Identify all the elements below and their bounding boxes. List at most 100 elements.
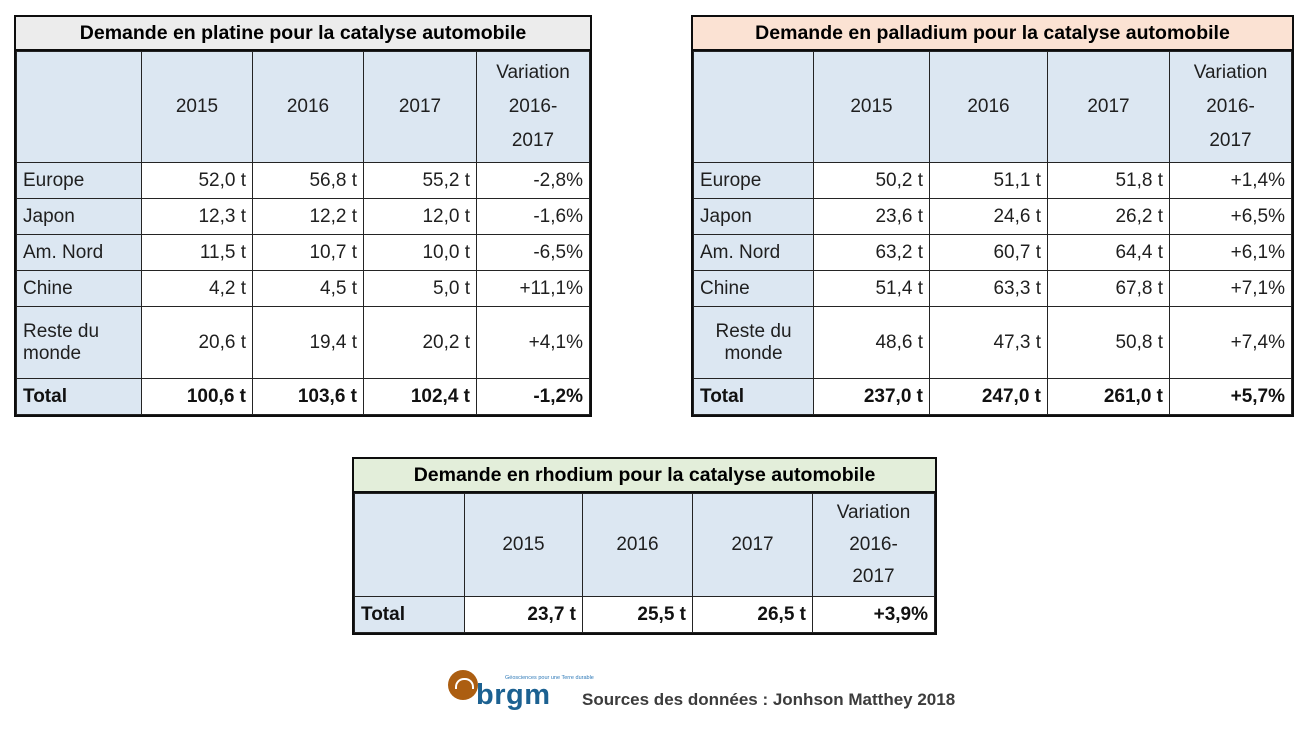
variation-cell: -6,5% — [476, 234, 590, 271]
table-row: Europe 50,2 t 51,1 t 51,8 t +1,4% — [693, 162, 1292, 199]
value-cell: 67,8 t — [1047, 270, 1170, 307]
year-header: 2016 — [252, 51, 364, 163]
value-cell: 50,8 t — [1047, 306, 1170, 379]
table-row: Chine 4,2 t 4,5 t 5,0 t +11,1% — [16, 270, 590, 307]
header-row: 2015 2016 2017 Variation 2016- 2017 — [16, 51, 590, 163]
value-cell: 4,5 t — [252, 270, 364, 307]
value-cell: 4,2 t — [141, 270, 253, 307]
table-row: Japon 12,3 t 12,2 t 12,0 t -1,6% — [16, 198, 590, 235]
variation-cell: +5,7% — [1169, 378, 1292, 415]
value-cell: 60,7 t — [929, 234, 1048, 271]
year-header: 2017 — [1047, 51, 1170, 163]
corner-cell — [16, 51, 142, 163]
brgm-tagline: Géosciences pour une Terre durable — [505, 675, 594, 681]
value-cell: 10,0 t — [363, 234, 477, 271]
table-title-rhodium: Demande en rhodium pour la catalyse auto… — [354, 459, 935, 493]
row-label: Japon — [693, 198, 814, 235]
year-header: 2015 — [464, 493, 583, 597]
table-row: Chine 51,4 t 63,3 t 67,8 t +7,1% — [693, 270, 1292, 307]
total-row: Total 100,6 t 103,6 t 102,4 t -1,2% — [16, 378, 590, 415]
row-label: Total — [693, 378, 814, 415]
value-cell: 103,6 t — [252, 378, 364, 415]
table-row: Am. Nord 11,5 t 10,7 t 10,0 t -6,5% — [16, 234, 590, 271]
value-cell: 100,6 t — [141, 378, 253, 415]
palladium-grid: 2015 2016 2017 Variation 2016- 2017 Euro… — [693, 51, 1292, 415]
table-row: Am. Nord 63,2 t 60,7 t 64,4 t +6,1% — [693, 234, 1292, 271]
row-label: Am. Nord — [16, 234, 142, 271]
variation-cell: +7,4% — [1169, 306, 1292, 379]
total-row: Total 237,0 t 247,0 t 261,0 t +5,7% — [693, 378, 1292, 415]
value-cell: 55,2 t — [363, 162, 477, 199]
table-row: Japon 23,6 t 24,6 t 26,2 t +6,5% — [693, 198, 1292, 235]
row-label: Total — [16, 378, 142, 415]
value-cell: 63,3 t — [929, 270, 1048, 307]
value-cell: 23,6 t — [813, 198, 930, 235]
value-cell: 51,4 t — [813, 270, 930, 307]
row-label: Europe — [16, 162, 142, 199]
variation-cell: -1,2% — [476, 378, 590, 415]
year-header: 2015 — [813, 51, 930, 163]
year-header: 2017 — [692, 493, 813, 597]
value-cell: 20,2 t — [363, 306, 477, 379]
value-cell: 12,2 t — [252, 198, 364, 235]
table-title-platine: Demande en platine pour la catalyse auto… — [16, 17, 590, 51]
table-row: Europe 52,0 t 56,8 t 55,2 t -2,8% — [16, 162, 590, 199]
value-cell: 64,4 t — [1047, 234, 1170, 271]
variation-header: Variation 2016- 2017 — [812, 493, 935, 597]
year-header: 2015 — [141, 51, 253, 163]
value-cell: 20,6 t — [141, 306, 253, 379]
value-cell: 102,4 t — [363, 378, 477, 415]
value-cell: 261,0 t — [1047, 378, 1170, 415]
brgm-circle-icon — [448, 670, 478, 700]
corner-cell — [693, 51, 814, 163]
variation-cell: -1,6% — [476, 198, 590, 235]
year-header: 2017 — [363, 51, 477, 163]
brgm-arc-icon — [455, 678, 474, 689]
row-label: Total — [354, 596, 465, 633]
row-label: Europe — [693, 162, 814, 199]
value-cell: 11,5 t — [141, 234, 253, 271]
value-cell: 5,0 t — [363, 270, 477, 307]
value-cell: 247,0 t — [929, 378, 1048, 415]
variation-header: Variation 2016- 2017 — [476, 51, 590, 163]
value-cell: 56,8 t — [252, 162, 364, 199]
variation-cell: +6,5% — [1169, 198, 1292, 235]
row-label: Chine — [16, 270, 142, 307]
value-cell: 26,2 t — [1047, 198, 1170, 235]
value-cell: 237,0 t — [813, 378, 930, 415]
source-text: Sources des données : Jonhson Matthey 20… — [582, 690, 956, 709]
value-cell: 23,7 t — [464, 596, 583, 633]
value-cell: 10,7 t — [252, 234, 364, 271]
value-cell: 25,5 t — [582, 596, 693, 633]
variation-cell: +3,9% — [812, 596, 935, 633]
value-cell: 52,0 t — [141, 162, 253, 199]
row-label: Japon — [16, 198, 142, 235]
brgm-wordmark: brgm — [476, 679, 551, 711]
value-cell: 12,3 t — [141, 198, 253, 235]
value-cell: 51,1 t — [929, 162, 1048, 199]
variation-cell: +4,1% — [476, 306, 590, 379]
corner-cell — [354, 493, 465, 597]
table-row: Reste du monde 20,6 t 19,4 t 20,2 t +4,1… — [16, 306, 590, 379]
year-header: 2016 — [582, 493, 693, 597]
header-row: 2015 2016 2017 Variation 2016- 2017 — [693, 51, 1292, 163]
row-label: Am. Nord — [693, 234, 814, 271]
rhodium-grid: 2015 2016 2017 Variation 2016- 2017 Tota… — [354, 493, 935, 633]
header-row: 2015 2016 2017 Variation 2016- 2017 — [354, 493, 935, 597]
variation-cell: +7,1% — [1169, 270, 1292, 307]
value-cell: 51,8 t — [1047, 162, 1170, 199]
table-row: Reste du monde 48,6 t 47,3 t 50,8 t +7,4… — [693, 306, 1292, 379]
row-label: Chine — [693, 270, 814, 307]
value-cell: 48,6 t — [813, 306, 930, 379]
variation-cell: -2,8% — [476, 162, 590, 199]
table-rhodium: Demande en rhodium pour la catalyse auto… — [352, 457, 937, 635]
variation-header: Variation 2016- 2017 — [1169, 51, 1292, 163]
table-title-palladium: Demande en palladium pour la catalyse au… — [693, 17, 1292, 51]
row-label: Reste du monde — [693, 306, 814, 379]
value-cell: 63,2 t — [813, 234, 930, 271]
variation-cell: +11,1% — [476, 270, 590, 307]
value-cell: 19,4 t — [252, 306, 364, 379]
platine-grid: 2015 2016 2017 Variation 2016- 2017 Euro… — [16, 51, 590, 415]
variation-cell: +6,1% — [1169, 234, 1292, 271]
table-palladium: Demande en palladium pour la catalyse au… — [691, 15, 1294, 417]
